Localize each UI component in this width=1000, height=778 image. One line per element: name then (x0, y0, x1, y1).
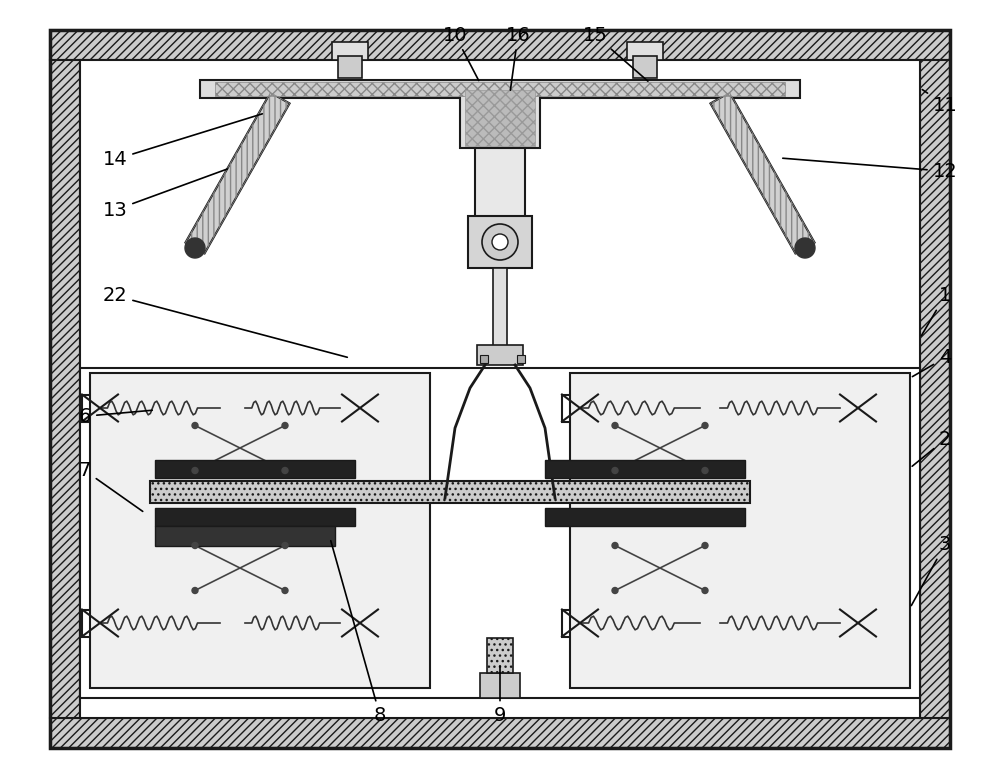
Bar (920, 60, 950, 718)
Circle shape (282, 542, 288, 548)
Bar (487, 638, 513, 673)
Bar (627, 42, 663, 60)
Bar (570, 373, 910, 688)
Text: 1: 1 (921, 286, 951, 335)
Text: 22: 22 (103, 286, 347, 357)
Circle shape (192, 468, 198, 474)
Bar (493, 268, 507, 348)
Text: 12: 12 (783, 158, 957, 180)
Text: 3: 3 (911, 535, 951, 605)
Bar (155, 460, 355, 478)
Text: 4: 4 (912, 349, 951, 377)
Bar (477, 345, 523, 365)
Circle shape (612, 422, 618, 429)
Circle shape (612, 542, 618, 548)
Bar (80, 60, 920, 718)
Bar (342, 609, 378, 636)
Bar (50, 30, 950, 60)
Circle shape (702, 542, 708, 548)
Bar (342, 394, 378, 422)
Bar (480, 355, 488, 363)
Bar (633, 56, 657, 78)
Circle shape (185, 238, 205, 258)
Circle shape (612, 468, 618, 474)
Bar (200, 80, 800, 98)
Circle shape (282, 422, 288, 429)
Bar (82, 609, 118, 636)
Circle shape (492, 234, 508, 250)
Bar (545, 460, 745, 478)
Text: 16: 16 (506, 26, 530, 90)
Text: 9: 9 (494, 666, 506, 725)
Bar (332, 42, 368, 60)
Bar (50, 718, 950, 748)
Bar (80, 368, 920, 698)
Bar (517, 355, 525, 363)
Circle shape (795, 238, 815, 258)
Bar (82, 394, 118, 422)
Bar (562, 609, 598, 636)
Bar (840, 609, 876, 636)
Bar (468, 216, 532, 268)
Circle shape (282, 587, 288, 594)
Circle shape (192, 587, 198, 594)
Circle shape (192, 542, 198, 548)
Bar (480, 673, 520, 698)
Bar (150, 481, 750, 503)
Text: 11: 11 (922, 89, 957, 114)
Bar (465, 90, 535, 146)
Bar (50, 60, 80, 718)
Text: 13: 13 (103, 169, 227, 219)
Bar (338, 56, 362, 78)
Text: 8: 8 (331, 541, 386, 725)
Polygon shape (710, 93, 815, 254)
Bar (155, 508, 355, 526)
Bar (475, 148, 525, 218)
Text: 6: 6 (79, 407, 152, 426)
Bar (155, 526, 335, 546)
Bar (545, 508, 745, 526)
Text: 10: 10 (443, 26, 479, 81)
Bar (840, 394, 876, 422)
Bar (460, 88, 540, 148)
Bar (90, 373, 430, 688)
Bar (215, 82, 785, 96)
Polygon shape (185, 93, 290, 254)
Text: 7: 7 (79, 461, 143, 511)
Circle shape (702, 468, 708, 474)
Text: 15: 15 (583, 26, 648, 81)
Circle shape (702, 587, 708, 594)
Circle shape (702, 422, 708, 429)
Bar (562, 394, 598, 422)
Circle shape (482, 224, 518, 260)
Circle shape (612, 587, 618, 594)
Text: 2: 2 (912, 430, 951, 466)
Text: 14: 14 (103, 114, 262, 169)
Circle shape (282, 468, 288, 474)
Circle shape (192, 422, 198, 429)
